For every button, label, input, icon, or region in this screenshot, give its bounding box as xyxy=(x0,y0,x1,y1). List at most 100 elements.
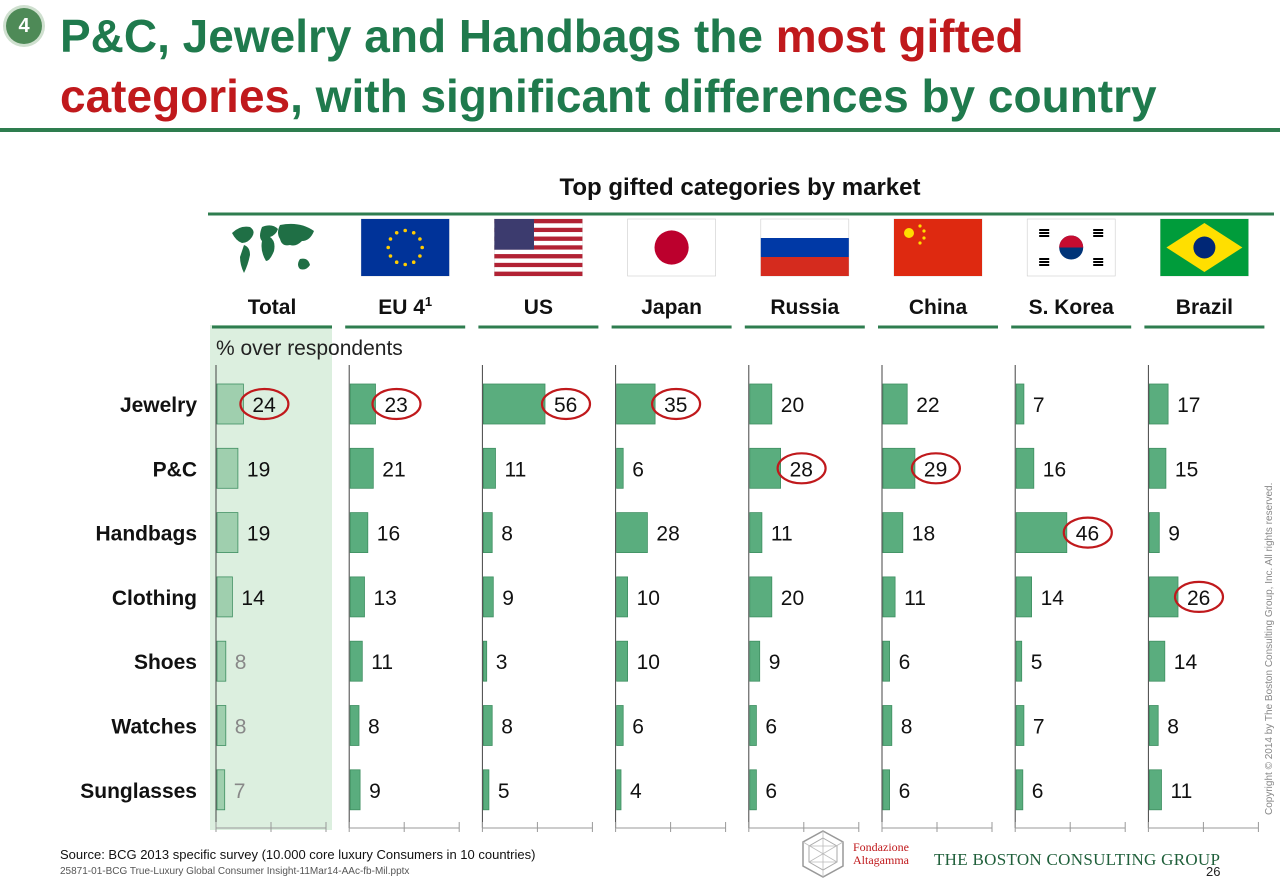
chart-title: Top gifted categories by market xyxy=(560,174,921,201)
title-part2: , with significant differences by countr… xyxy=(290,70,1157,122)
bar xyxy=(482,383,546,425)
bar xyxy=(1015,512,1068,554)
bar xyxy=(882,447,916,489)
globe xyxy=(1193,236,1216,259)
star-icon xyxy=(411,230,416,235)
stripe xyxy=(494,232,583,237)
bar xyxy=(482,512,493,554)
continent-shape xyxy=(260,225,278,261)
flag-field xyxy=(361,219,450,276)
value-label: 4 xyxy=(630,780,642,803)
value-label: 9 xyxy=(1168,523,1180,546)
eu-flag-icon xyxy=(360,218,450,277)
value-label: 18 xyxy=(912,523,935,546)
bcg-logo: THE BOSTON CONSULTING GROUP xyxy=(934,850,1221,869)
header-footnote: 1 xyxy=(425,294,432,309)
russia-flag-icon xyxy=(760,218,850,277)
value-label: 22 xyxy=(916,394,939,417)
value-label: 26 xyxy=(1187,587,1210,610)
column-header: S. Korea xyxy=(1029,296,1115,319)
value-label: 11 xyxy=(771,523,793,546)
bar xyxy=(1149,769,1162,811)
bar xyxy=(749,383,773,425)
star-icon xyxy=(904,228,914,238)
trigram-bar xyxy=(1093,261,1104,263)
bar xyxy=(1149,512,1160,554)
trigram-bar xyxy=(1093,258,1104,260)
value-label: 21 xyxy=(382,458,405,481)
bar xyxy=(1149,383,1169,425)
value-label: 24 xyxy=(252,394,276,417)
stripe xyxy=(494,271,583,276)
category-label: Shoes xyxy=(134,651,197,674)
star-icon xyxy=(420,245,425,250)
bar xyxy=(349,705,360,746)
star-icon xyxy=(918,241,922,245)
value-label: 28 xyxy=(790,458,813,481)
bar xyxy=(349,769,361,811)
trigram-bar xyxy=(1093,235,1104,237)
sun-disc xyxy=(654,230,689,265)
value-label: 11 xyxy=(904,587,926,610)
category-label: Clothing xyxy=(112,587,197,610)
value-label: 9 xyxy=(369,780,381,803)
value-label: 20 xyxy=(781,394,804,417)
value-label: 35 xyxy=(664,394,687,417)
value-label: 17 xyxy=(1177,394,1200,417)
bar xyxy=(216,640,227,682)
bar xyxy=(1015,576,1033,618)
brazil-flag-icon xyxy=(1160,218,1249,277)
file-reference: 25871-01-BCG True-Luxury Global Consumer… xyxy=(60,866,410,877)
value-label: 9 xyxy=(769,651,781,674)
column-header: Total xyxy=(248,296,297,319)
section-badge: 4 xyxy=(6,8,42,44)
bar xyxy=(1149,640,1166,682)
bar xyxy=(1015,640,1023,682)
value-label: 8 xyxy=(1167,716,1179,739)
bar xyxy=(1015,447,1035,489)
value-label: 6 xyxy=(899,780,911,803)
highlight-ellipse xyxy=(1173,580,1225,613)
value-label: 5 xyxy=(1031,651,1043,674)
bar xyxy=(749,576,773,618)
value-label: 6 xyxy=(1032,780,1044,803)
column-header: China xyxy=(909,296,968,319)
bar xyxy=(216,447,239,489)
bar xyxy=(616,705,624,746)
bar xyxy=(749,705,757,746)
highlight-ellipse xyxy=(910,452,962,485)
value-label: 15 xyxy=(1175,458,1198,481)
category-label: Jewelry xyxy=(120,394,197,417)
value-label: 29 xyxy=(924,458,947,481)
value-label: 46 xyxy=(1076,523,1099,546)
value-label: 9 xyxy=(502,587,514,610)
bar xyxy=(1015,383,1025,425)
bar xyxy=(882,769,890,811)
highlight-ellipse xyxy=(540,387,592,421)
bar xyxy=(482,640,488,682)
trigram-bar xyxy=(1039,261,1050,263)
trigram-bar xyxy=(1039,229,1050,231)
column-header: Brazil xyxy=(1176,296,1233,319)
category-label: P&C xyxy=(153,458,197,481)
taeguk-upper xyxy=(1059,235,1084,248)
bar xyxy=(882,576,896,618)
title-divider xyxy=(0,128,1280,132)
title-highlight2: categories xyxy=(60,70,291,122)
continent-shape xyxy=(278,223,314,246)
bar xyxy=(349,512,369,554)
trigram-bar xyxy=(1039,264,1050,266)
star-icon xyxy=(403,228,408,233)
star-icon xyxy=(418,254,422,258)
us-flag-icon xyxy=(494,218,583,277)
star-icon xyxy=(918,224,922,228)
value-label: 16 xyxy=(377,523,400,546)
page-number: 26 xyxy=(1206,864,1221,879)
trigram-bar xyxy=(1093,264,1104,266)
bar xyxy=(216,383,244,425)
canton xyxy=(494,219,534,250)
value-label: 11 xyxy=(505,458,527,481)
bar xyxy=(1149,447,1167,489)
stripe xyxy=(494,245,583,250)
value-label: 14 xyxy=(1174,651,1198,674)
